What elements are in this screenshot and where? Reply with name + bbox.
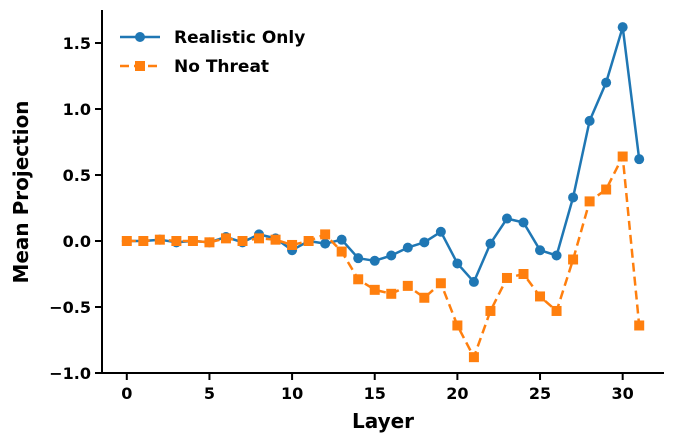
data-point (535, 291, 546, 302)
data-point (501, 272, 512, 283)
data-point (138, 236, 149, 246)
data-point (485, 305, 496, 316)
x-axis: 0 5 10 15 20 25 30 (102, 372, 664, 403)
data-point (634, 320, 645, 331)
data-point (568, 192, 579, 203)
data-point (303, 236, 314, 246)
x-tick-label: 20 (446, 384, 468, 403)
data-point (369, 284, 380, 295)
data-point (369, 255, 380, 266)
data-point (601, 184, 612, 195)
data-point (353, 253, 364, 264)
data-point (551, 305, 562, 316)
data-point (220, 233, 231, 244)
legend-entry: No Threat (120, 57, 269, 77)
x-tick-label: 10 (281, 384, 303, 403)
x-tick-label: 0 (121, 384, 132, 403)
data-point (435, 226, 446, 237)
data-point (617, 151, 628, 162)
data-point (237, 236, 248, 246)
data-point (601, 77, 612, 88)
data-point (204, 237, 215, 248)
data-point (402, 280, 413, 291)
data-point (154, 234, 165, 245)
y-tick-label: −0.5 (49, 298, 91, 317)
data-point (501, 213, 512, 224)
legend-label: No Threat (174, 57, 269, 77)
data-point (171, 236, 182, 246)
y-tick-label: 1.5 (63, 34, 91, 53)
data-point (386, 288, 397, 299)
data-point (402, 242, 413, 253)
data-point (535, 245, 546, 256)
data-point (336, 234, 347, 245)
data-point (634, 154, 645, 165)
data-point (584, 115, 595, 126)
data-point (518, 217, 529, 228)
y-axis-title: Mean Projection (9, 100, 33, 283)
x-axis-title: Layer (352, 409, 414, 433)
data-point (270, 234, 281, 245)
legend-marker (135, 61, 145, 71)
y-tick-label: −1.0 (49, 364, 91, 383)
data-point (419, 237, 430, 248)
x-tick-label: 30 (612, 384, 634, 403)
legend-label: Realistic Only (174, 28, 305, 48)
data-point (584, 196, 595, 207)
data-point (320, 229, 331, 240)
series-layer (121, 22, 645, 363)
series-no-threat (121, 151, 645, 363)
legend-marker (135, 32, 145, 42)
data-point (551, 250, 562, 261)
y-tick-label: 0.5 (63, 166, 91, 185)
data-point (287, 239, 298, 250)
y-axis: −1.0 −0.5 0.0 0.5 1.0 1.5 (49, 10, 103, 383)
data-point (320, 238, 331, 249)
data-point (336, 246, 347, 257)
legend: Realistic Only No Threat (120, 28, 305, 77)
data-point (485, 238, 496, 249)
data-point (617, 22, 628, 33)
data-point (419, 292, 430, 303)
x-tick-label: 15 (364, 384, 386, 403)
data-point (121, 236, 132, 246)
legend-entry: Realistic Only (120, 28, 305, 48)
data-point (452, 258, 463, 269)
x-tick-label: 5 (204, 384, 215, 403)
data-point (353, 274, 364, 285)
data-point (254, 233, 265, 244)
data-point (452, 320, 463, 331)
data-point (435, 278, 446, 289)
data-point (468, 276, 479, 287)
data-point (568, 254, 579, 265)
data-point (386, 250, 397, 261)
x-tick-label: 25 (529, 384, 551, 403)
y-tick-label: 0.0 (63, 232, 91, 251)
data-point (518, 269, 529, 279)
data-point (187, 236, 198, 246)
y-tick-label: 1.0 (63, 100, 91, 119)
data-point (468, 352, 479, 363)
